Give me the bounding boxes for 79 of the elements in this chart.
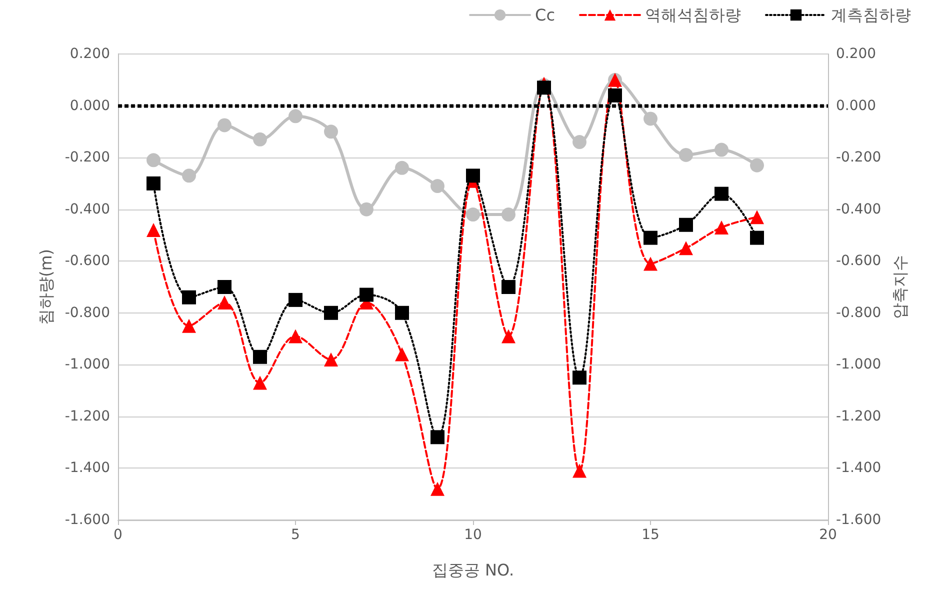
point: [146, 223, 160, 238]
point: [572, 370, 586, 385]
point: [288, 109, 302, 124]
point: [644, 230, 658, 245]
y2-tick-label: -1.600: [836, 512, 882, 528]
y-tick-label: -0.200: [64, 150, 110, 166]
x-tick-label: 0: [114, 527, 122, 543]
point: [218, 118, 232, 132]
x-tick-label: 15: [642, 527, 660, 543]
x-tick-label: 10: [464, 527, 482, 543]
y-tick-label: -0.400: [64, 201, 110, 218]
y-tick-label: 0.200: [70, 46, 110, 62]
y2-axis-title: 압축지수: [890, 255, 910, 319]
point: [714, 220, 728, 234]
point: [395, 306, 409, 320]
point: [288, 292, 302, 307]
point: [395, 160, 409, 175]
point: [537, 80, 551, 95]
point: [750, 230, 764, 245]
point: [182, 290, 196, 304]
y-tick-label: -1.000: [64, 356, 110, 373]
y2-tick-label: 0.200: [836, 46, 876, 62]
y2-tick-label: -0.600: [836, 253, 882, 270]
point: [218, 280, 232, 294]
y2-tick-label: -1.200: [836, 408, 882, 424]
y-tick-label: 0.000: [70, 98, 110, 114]
y2-tick-label: -1.000: [836, 356, 882, 373]
point: [679, 218, 693, 232]
point: [679, 148, 693, 162]
point: [288, 329, 302, 344]
legend-label: 계측침하량: [831, 6, 911, 24]
point: [430, 430, 444, 444]
point: [714, 142, 728, 157]
y2-tick-label: -0.200: [836, 150, 882, 166]
point: [714, 186, 728, 201]
y2-tick-label: -0.800: [836, 304, 882, 321]
y-tick-label: -1.400: [64, 460, 110, 476]
point: [182, 318, 196, 333]
point: [644, 112, 658, 126]
y-axis-title: 침하량(m): [36, 248, 56, 326]
point: [572, 464, 586, 478]
point: [360, 202, 374, 216]
legend-label: 역해석침하량: [645, 6, 741, 24]
y-tick-label: -1.600: [64, 512, 110, 528]
point: [608, 88, 622, 102]
point: [430, 179, 444, 194]
point: [324, 352, 338, 366]
point: [146, 153, 160, 168]
point: [146, 176, 160, 190]
point: [502, 280, 516, 294]
point: [324, 306, 338, 320]
point: [360, 288, 374, 302]
point: [253, 376, 267, 390]
point: [430, 482, 444, 496]
y-tick-label: -1.200: [64, 408, 110, 424]
point: [395, 347, 409, 362]
y2-tick-label: 0.000: [836, 98, 876, 114]
y-tick-label: -0.800: [64, 304, 110, 321]
legend-label: Cc: [535, 6, 555, 24]
point: [253, 132, 267, 146]
y2-tick-label: -1.400: [836, 460, 882, 476]
point: [182, 168, 196, 183]
point: [466, 168, 480, 183]
x-tick-label: 5: [291, 527, 300, 543]
point: [644, 256, 658, 271]
x-tick-label: 20: [819, 527, 837, 543]
y-tick-label: -0.600: [64, 253, 110, 270]
point: [750, 210, 764, 224]
point: [253, 350, 267, 364]
y2-tick-label: -0.400: [836, 201, 882, 218]
point: [218, 296, 232, 310]
point: [572, 135, 586, 150]
x-axis-title: 집중공 NO.: [432, 560, 514, 580]
point: [466, 208, 480, 222]
point: [750, 158, 764, 172]
point: [324, 124, 338, 139]
point: [679, 241, 693, 256]
point: [502, 208, 516, 222]
point: [502, 329, 516, 344]
